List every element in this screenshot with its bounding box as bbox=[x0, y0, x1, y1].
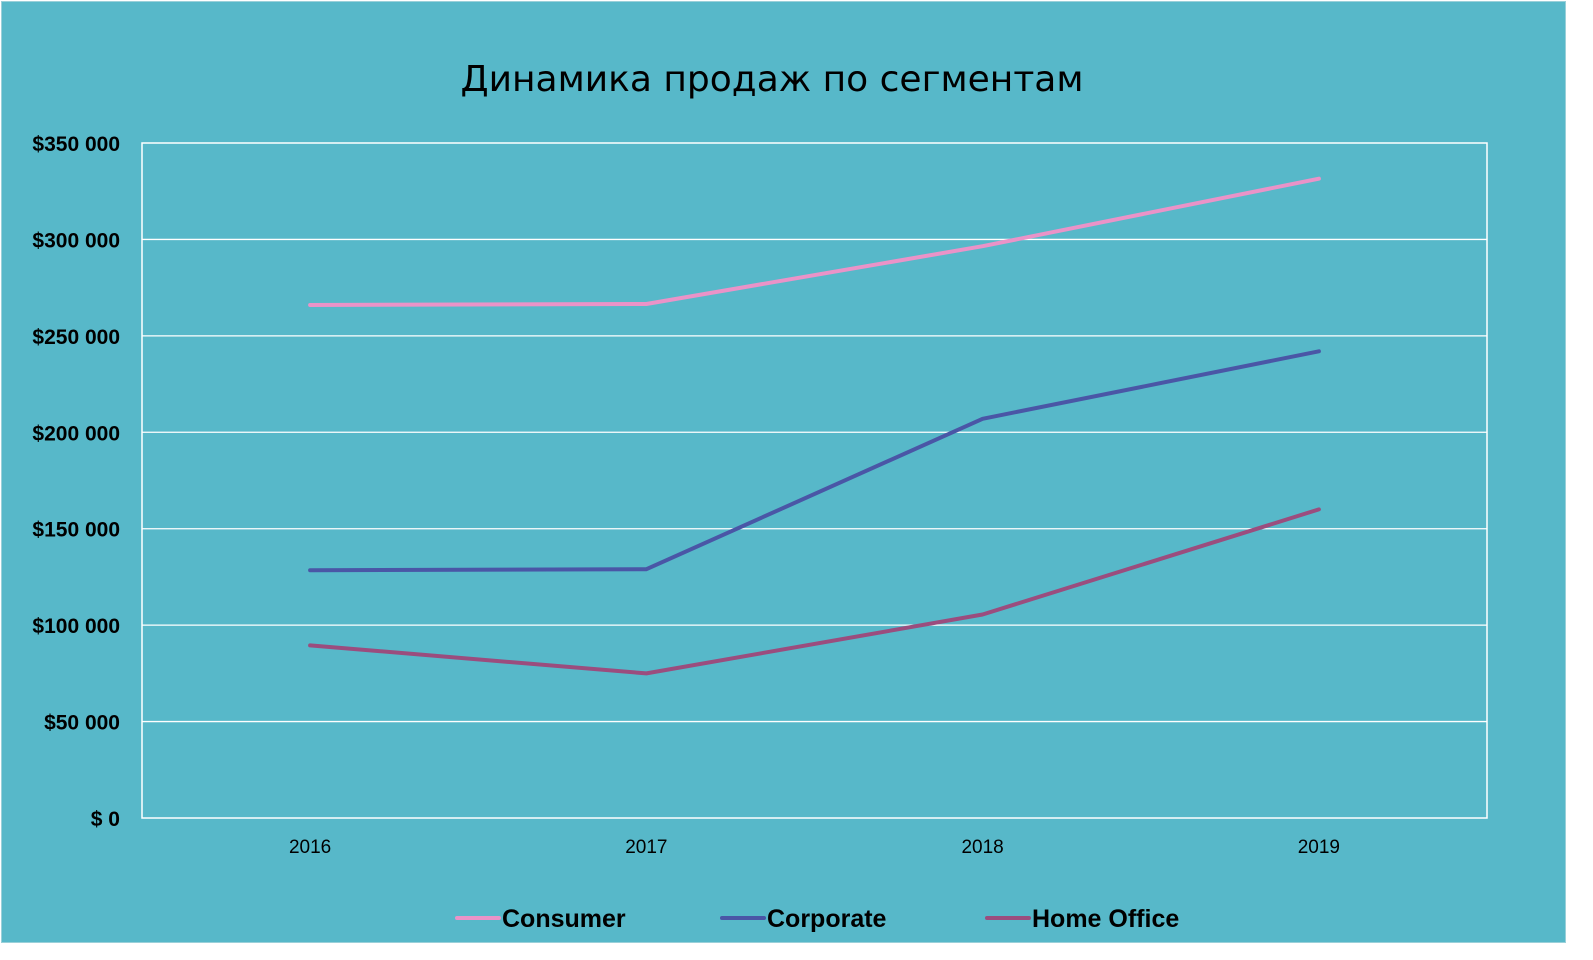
y-tick-label: $350 000 bbox=[32, 133, 120, 156]
x-tick-label: 2019 bbox=[1298, 837, 1340, 858]
series-line-home-office bbox=[308, 507, 1321, 676]
legend-item: Consumer bbox=[455, 905, 626, 933]
legend: Consumer Corporate Home Office bbox=[455, 905, 1179, 933]
y-tick-label: $100 000 bbox=[32, 615, 120, 638]
plot-area-border bbox=[141, 142, 1488, 819]
y-tick-label: $50 000 bbox=[44, 712, 120, 735]
y-tick-label: $150 000 bbox=[32, 519, 120, 542]
series-lines bbox=[308, 176, 1321, 676]
line-chart: Динамика продаж по сегментам $ 0$50 000$… bbox=[32, 59, 1488, 933]
legend-item: Home Office bbox=[985, 905, 1179, 933]
y-tick-label: $200 000 bbox=[32, 422, 120, 445]
legend-label: Home Office bbox=[1032, 905, 1179, 933]
y-tick-label: $300 000 bbox=[32, 229, 120, 252]
y-tick-label: $ 0 bbox=[91, 808, 120, 831]
x-tick-label: 2017 bbox=[625, 837, 667, 858]
x-axis-ticks: 2016 2017 2018 2019 bbox=[289, 837, 1340, 858]
series-line-consumer bbox=[308, 176, 1321, 307]
chart-title: Динамика продаж по сегментам bbox=[460, 59, 1083, 100]
gridlines bbox=[142, 238, 1487, 723]
legend-item: Corporate bbox=[720, 905, 887, 933]
y-axis-ticks: $ 0 $50 000 $100 000 $150 000 $200 000 $250 0… bbox=[32, 133, 120, 831]
chart-area: Динамика продаж по сегментам $ 0 $50 000 $… bbox=[1, 1, 1566, 943]
series-line-corporate bbox=[308, 349, 1321, 573]
y-tick-label: $250 000 bbox=[32, 326, 120, 349]
x-tick-label: 2016 bbox=[289, 837, 331, 858]
x-tick-label: 2018 bbox=[961, 837, 1003, 858]
legend-label: Corporate bbox=[767, 905, 887, 933]
legend-label: Consumer bbox=[502, 905, 626, 933]
